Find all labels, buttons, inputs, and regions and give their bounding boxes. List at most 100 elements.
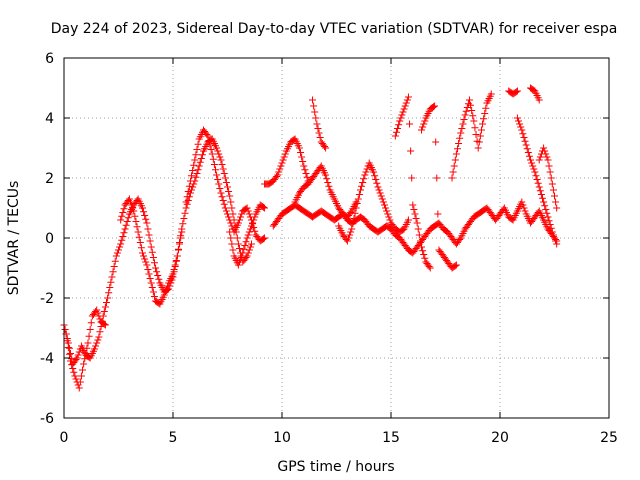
data-point-sat-c bbox=[141, 255, 149, 263]
data-point-sat-k bbox=[407, 147, 415, 155]
data-point-sat-f bbox=[295, 144, 303, 152]
data-point-sat-b bbox=[72, 375, 80, 383]
data-point-sat-k bbox=[426, 264, 434, 272]
data-point-sat-c bbox=[137, 244, 145, 252]
data-point-sat-b bbox=[67, 357, 75, 365]
data-point-sat-a bbox=[65, 344, 73, 352]
data-point-sat-d bbox=[217, 189, 225, 197]
data-point-sat-m bbox=[455, 140, 463, 147]
data-point-sat-k bbox=[403, 96, 411, 104]
data-point-sat-d bbox=[215, 180, 223, 188]
data-point-sat-k bbox=[409, 201, 417, 209]
data-point-sat-l bbox=[452, 261, 460, 269]
data-point-sat-b bbox=[63, 337, 71, 345]
data-point-sat-a bbox=[100, 308, 108, 315]
data-point-sat-a bbox=[94, 336, 102, 344]
data-point-sat-a bbox=[154, 272, 162, 279]
data-point-sat-h bbox=[324, 179, 332, 186]
data-point-sat-c bbox=[130, 207, 138, 215]
data-point-sat-n bbox=[512, 88, 520, 96]
data-point-sat-k bbox=[396, 117, 404, 125]
data-point-sat-b bbox=[84, 339, 92, 347]
data-point-sat-d bbox=[251, 227, 259, 235]
data-point-sat-i bbox=[315, 129, 323, 137]
data-point-sat-m bbox=[460, 116, 468, 123]
data-point-sat-d bbox=[207, 146, 215, 153]
data-point-sat-a bbox=[95, 333, 103, 341]
data-point-sat-i bbox=[311, 108, 319, 116]
data-point-sat-o bbox=[533, 176, 541, 183]
data-point-sat-l bbox=[421, 117, 429, 125]
data-point-sat-b bbox=[80, 360, 88, 368]
data-point-sat-g bbox=[521, 207, 529, 215]
data-point-sat-p bbox=[553, 204, 561, 212]
data-point-sat-j bbox=[350, 215, 358, 222]
data-point-sat-k bbox=[402, 99, 410, 107]
data-point-sat-c bbox=[117, 216, 125, 224]
data-point-sat-j bbox=[360, 175, 368, 183]
data-point-sat-k bbox=[420, 251, 428, 258]
data-point-sat-k bbox=[425, 263, 433, 270]
data-point-sat-o bbox=[530, 165, 538, 173]
data-point-sat-e bbox=[229, 246, 237, 254]
data-point-sat-a bbox=[246, 243, 254, 251]
data-point-sat-d bbox=[188, 172, 196, 180]
data-point-sat-a bbox=[181, 209, 189, 217]
y-tick-label: 6 bbox=[45, 51, 54, 67]
data-point-sat-o bbox=[537, 191, 545, 198]
data-point-sat-a bbox=[75, 348, 83, 356]
data-point-sat-a bbox=[228, 204, 236, 212]
data-point-sat-m bbox=[487, 90, 495, 98]
data-point-sat-l bbox=[419, 123, 427, 131]
data-point-sat-k bbox=[399, 108, 407, 116]
data-point-sat-i bbox=[316, 134, 324, 141]
data-point-sat-a bbox=[179, 220, 187, 228]
data-point-sat-g bbox=[456, 236, 464, 243]
data-point-sat-j bbox=[383, 207, 391, 215]
data-point-sat-c bbox=[142, 258, 150, 266]
data-point-sat-g bbox=[519, 201, 527, 209]
data-point-sat-a bbox=[190, 180, 198, 188]
data-point-sat-o bbox=[549, 231, 557, 239]
data-point-sat-a bbox=[221, 174, 229, 182]
data-point-sat-h bbox=[322, 171, 330, 179]
data-point-sat-d bbox=[221, 204, 229, 212]
data-point-sat-o bbox=[546, 221, 554, 228]
data-point-sat-o bbox=[545, 217, 553, 225]
data-point-sat-e bbox=[235, 258, 243, 266]
data-point-sat-p bbox=[536, 153, 544, 161]
data-point-sat-k bbox=[413, 219, 421, 227]
data-point-sat-i bbox=[309, 96, 317, 104]
data-point-sat-f bbox=[278, 159, 286, 167]
data-point-sat-e bbox=[237, 255, 245, 263]
data-point-sat-m bbox=[476, 132, 484, 140]
data-point-sat-d bbox=[182, 198, 190, 206]
data-point-sat-j bbox=[347, 228, 355, 236]
data-point-sat-c bbox=[149, 288, 157, 296]
data-point-sat-m bbox=[469, 112, 477, 120]
data-point-sat-b bbox=[77, 372, 85, 380]
data-point-sat-l bbox=[432, 138, 440, 146]
data-point-sat-c bbox=[120, 205, 128, 213]
data-point-sat-o bbox=[523, 145, 531, 153]
data-point-sat-b bbox=[75, 384, 83, 392]
data-point-sat-n bbox=[513, 87, 521, 95]
data-point-sat-a bbox=[150, 259, 158, 267]
data-point-sat-a bbox=[123, 218, 131, 225]
data-point-sat-j bbox=[370, 168, 378, 176]
data-point-sat-c bbox=[126, 198, 134, 206]
data-point-sat-o bbox=[541, 202, 549, 210]
data-point-sat-a bbox=[235, 245, 243, 252]
data-point-sat-k bbox=[400, 105, 408, 113]
data-point-sat-c bbox=[135, 233, 143, 241]
data-point-sat-d bbox=[259, 235, 267, 243]
data-point-sat-f bbox=[299, 158, 307, 165]
data-point-sat-k bbox=[412, 215, 420, 222]
data-point-sat-a bbox=[155, 275, 163, 283]
data-point-sat-j bbox=[353, 200, 361, 207]
data-point-sat-m bbox=[470, 117, 478, 125]
data-point-sat-a bbox=[138, 204, 146, 212]
data-point-sat-d bbox=[192, 151, 200, 159]
data-point-sat-a bbox=[92, 342, 100, 350]
